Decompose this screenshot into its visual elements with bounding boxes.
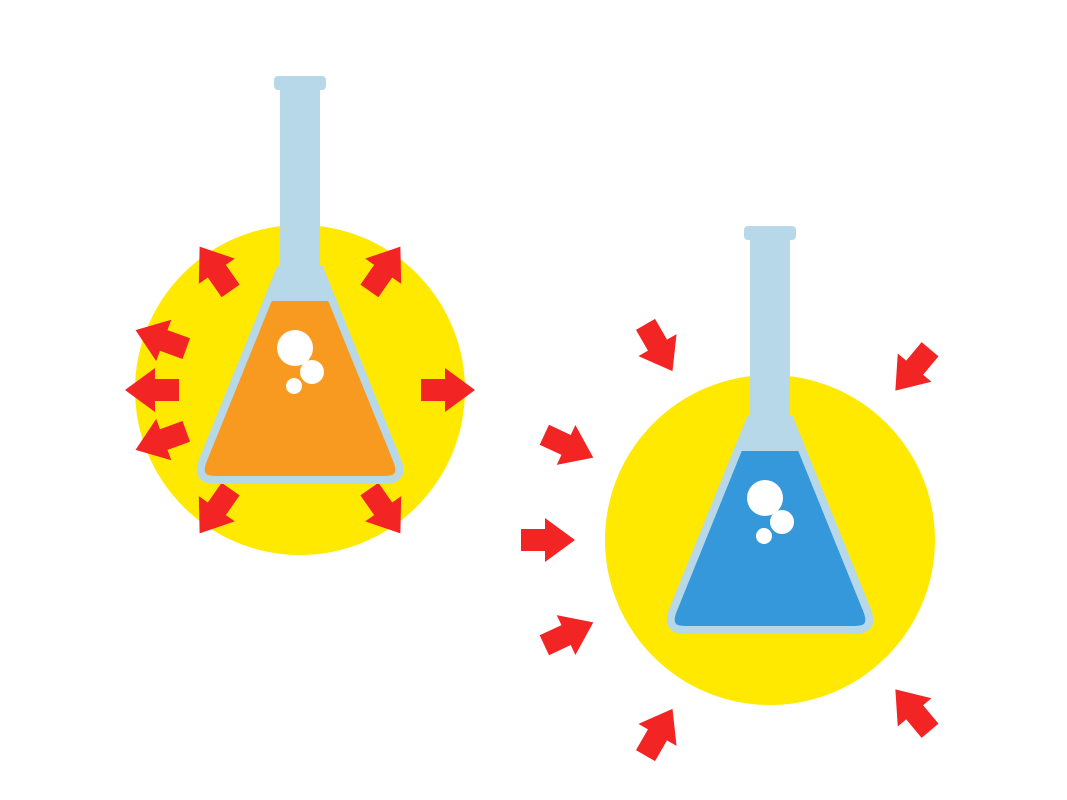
bubble-icon xyxy=(277,330,313,366)
reaction-endothermic xyxy=(521,226,947,767)
arrow-in-icon xyxy=(878,675,946,745)
bubble-icon xyxy=(770,510,794,534)
bubble-icon xyxy=(300,360,324,384)
reaction-exothermic xyxy=(125,76,475,555)
flask-neck xyxy=(280,80,320,272)
bubble-icon xyxy=(747,480,783,516)
flask-neck xyxy=(750,230,790,422)
flask-lip xyxy=(744,226,796,240)
bubble-icon xyxy=(286,378,302,394)
arrow-in-icon xyxy=(626,698,691,767)
arrow-in-icon xyxy=(626,313,691,382)
arrow-in-icon xyxy=(878,335,946,405)
bubble-icon xyxy=(756,528,772,544)
arrow-in-icon xyxy=(521,518,575,562)
arrow-in-icon xyxy=(535,602,603,665)
arrow-in-icon xyxy=(535,415,603,478)
flask-lip xyxy=(274,76,326,90)
